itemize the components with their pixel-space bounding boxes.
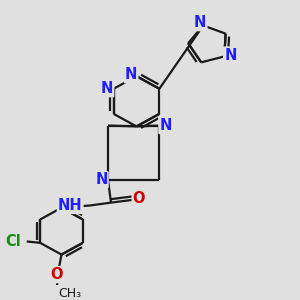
Text: N: N xyxy=(101,81,113,96)
Text: N: N xyxy=(224,47,236,62)
Text: N: N xyxy=(194,15,206,30)
Text: N: N xyxy=(159,118,172,133)
Text: O: O xyxy=(51,267,63,282)
Text: CH₃: CH₃ xyxy=(58,287,82,300)
Text: O: O xyxy=(133,191,145,206)
Text: N: N xyxy=(95,172,108,187)
Text: NH: NH xyxy=(58,198,82,213)
Text: Cl: Cl xyxy=(5,234,21,249)
Text: N: N xyxy=(125,67,137,82)
